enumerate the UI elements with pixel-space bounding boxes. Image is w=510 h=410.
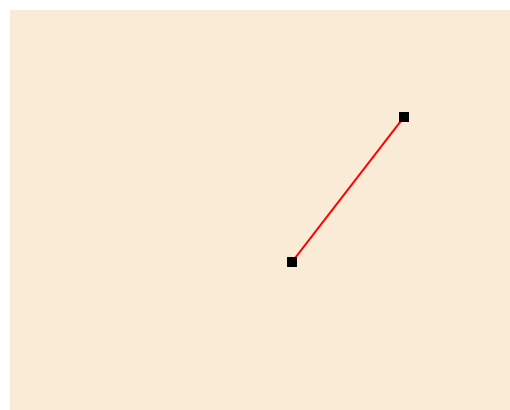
start-point-handle[interactable] [287,257,297,267]
canvas-svg[interactable] [10,10,510,410]
canvas-background [10,10,510,410]
end-point-handle[interactable] [399,112,409,122]
drawing-canvas[interactable] [10,10,510,410]
line-segment[interactable] [291,116,405,263]
